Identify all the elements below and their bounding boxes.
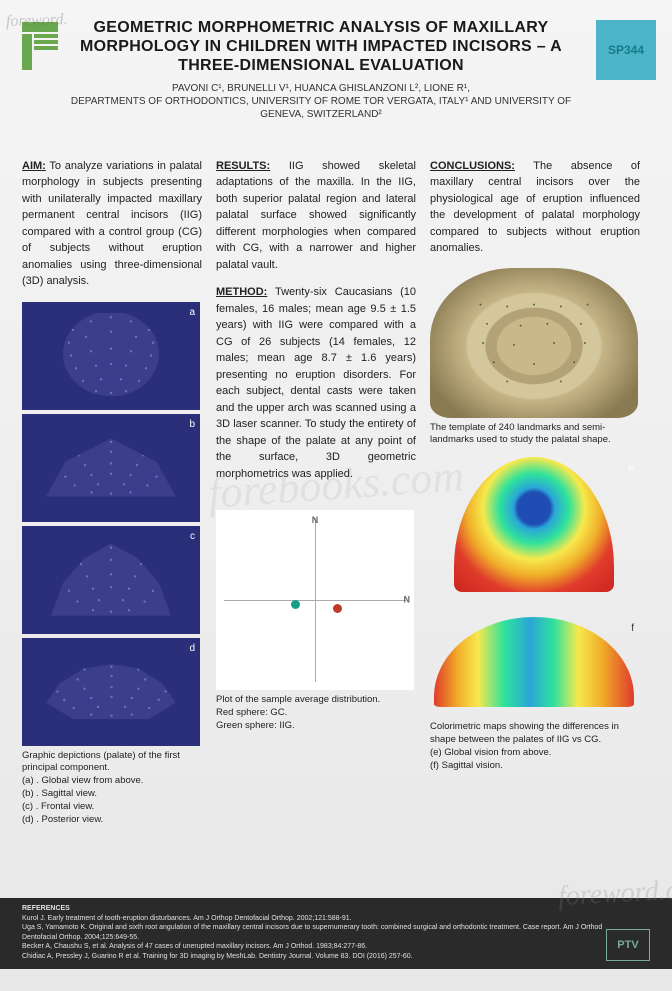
mesh-icon [46, 439, 176, 497]
poster-footer: REFERENCES Kurol J. Early treatment of t… [0, 898, 672, 969]
y-axis [315, 518, 316, 682]
scatter-figure: N N Plot of the sample average distribut… [216, 510, 416, 732]
panel-d-label: d [189, 641, 195, 656]
axis-label-right: N [404, 593, 411, 607]
heatmap-caption-f: (f) Sagittal vision. [430, 760, 503, 771]
mesh-icon [51, 544, 171, 616]
poster-header: SP344 GEOMETRIC MORPHOMETRIC ANALYSIS OF… [22, 18, 650, 133]
ptv-logo-text: PTV [617, 938, 638, 953]
heatmap-arch-icon [454, 457, 614, 592]
caption-title: Graphic depictions (palate) of the first… [22, 750, 180, 774]
aim-label: AIM: [22, 160, 46, 172]
results-block: RESULTS: IIG showed skeletal adaptations… [216, 158, 416, 274]
affiliations-line: DEPARTMENTS OF ORTHODONTICS, UNIVERSITY … [71, 96, 571, 120]
poster-columns: AIM: To analyze variations in palatal mo… [22, 147, 650, 827]
authors-line: PAVONI C¹, BRUNELLI V¹, HUANCA GHISLANZO… [172, 83, 470, 94]
column-middle: RESULTS: IIG showed skeletal adaptations… [216, 147, 416, 827]
references-label: REFERENCES [22, 905, 70, 912]
panel-c-label: c [190, 529, 195, 544]
ref-2: Uga S, Yamamoto K. Original and sixth ro… [22, 924, 602, 940]
panel-d: d [22, 638, 200, 746]
scatter-caption-title: Plot of the sample average distribution. [216, 694, 380, 705]
poster-authors: PAVONI C¹, BRUNELLI V¹, HUANCA GHISLANZO… [62, 82, 580, 121]
heatmap-e: e [430, 457, 638, 607]
conclusions-block: CONCLUSIONS: The absence of maxillary ce… [430, 158, 640, 257]
scatter-point-gc [291, 600, 300, 609]
panel-c: c [22, 526, 200, 634]
conclusions-label: CONCLUSIONS: [430, 160, 515, 172]
mesh-icon [61, 313, 161, 398]
heatmap-arch2-icon [434, 617, 634, 707]
column-left: AIM: To analyze variations in palatal mo… [22, 147, 202, 827]
heatmap-e-label: e [628, 461, 634, 476]
ref-3: Becker A, Chaushu S, et al. Analysis of … [22, 943, 367, 950]
conclusions-text: The absence of maxillary central incisor… [430, 160, 640, 255]
template-caption: The template of 240 landmarks and semi-l… [430, 422, 640, 448]
ptv-logo-icon: PTV [606, 929, 650, 961]
badge-text: SP344 [608, 43, 644, 57]
poster-title: GEOMETRIC MORPHOMETRIC ANALYSIS OF MAXIL… [62, 18, 580, 76]
template-landmarks-figure [430, 268, 638, 418]
scatter-caption-red: Red sphere: GC. [216, 707, 287, 718]
scatter-point-iig [333, 604, 342, 613]
palate-views-caption: Graphic depictions (palate) of the first… [22, 750, 202, 827]
method-label: METHOD: [216, 286, 267, 298]
column-right: CONCLUSIONS: The absence of maxillary ce… [430, 147, 640, 827]
heatmap-f-label: f [631, 621, 634, 636]
panel-b-label: b [189, 417, 195, 432]
panel-a: a [22, 302, 200, 410]
method-text: Twenty-six Caucasians (10 females, 16 ma… [216, 286, 416, 480]
scatter-caption-green: Green sphere: IIG. [216, 720, 295, 731]
scatter-caption: Plot of the sample average distribution.… [216, 694, 416, 732]
scatter-plot: N N [216, 510, 414, 690]
caption-c: (c) . Frontal view. [22, 801, 94, 812]
results-label: RESULTS: [216, 160, 270, 172]
heatmap-f: f [430, 617, 638, 717]
heatmap-caption-e: (e) Global vision from above. [430, 747, 551, 758]
poster-id-badge: SP344 [596, 20, 656, 80]
aim-block: AIM: To analyze variations in palatal mo… [22, 158, 202, 290]
panel-a-label: a [189, 305, 195, 320]
heatmap-caption: Colorimetric maps showing the difference… [430, 721, 640, 772]
university-logo-icon [22, 22, 58, 70]
ref-1: Kurol J. Early treatment of tooth-erupti… [22, 915, 352, 922]
mesh-icon [44, 664, 179, 719]
palate-views-figure: a b c d [22, 302, 202, 746]
caption-b: (b) . Sagittal view. [22, 788, 97, 799]
aim-text: To analyze variations in palatal morphol… [22, 160, 202, 288]
results-text: IIG showed skeletal adaptations of the m… [216, 160, 416, 271]
heatmap-caption-title: Colorimetric maps showing the difference… [430, 721, 619, 745]
caption-d: (d) . Posterior view. [22, 814, 103, 825]
references-block: REFERENCES Kurol J. Early treatment of t… [22, 904, 606, 961]
caption-a: (a) . Global view from above. [22, 775, 143, 786]
poster-root: SP344 GEOMETRIC MORPHOMETRIC ANALYSIS OF… [0, 0, 672, 969]
method-block: METHOD: Twenty-six Caucasians (10 female… [216, 284, 416, 482]
ref-4: Chidiac A, Pressley J, Guarino R et al. … [22, 953, 413, 960]
panel-b: b [22, 414, 200, 522]
axis-label-top: N [312, 514, 319, 528]
